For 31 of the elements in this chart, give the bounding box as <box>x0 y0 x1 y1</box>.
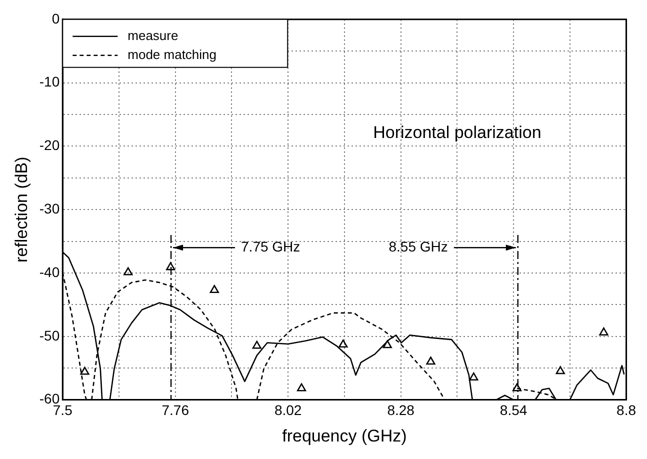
y-tick-label: -10 <box>39 74 60 90</box>
point <box>210 284 219 294</box>
point <box>469 372 478 381</box>
point <box>512 383 522 392</box>
x-tick-label: 7.76 <box>162 402 190 418</box>
y-tick-label: -40 <box>39 264 60 280</box>
y-axis-title: reflection (dB) <box>12 156 31 263</box>
point <box>338 339 348 348</box>
point <box>556 366 565 374</box>
point <box>296 383 306 392</box>
point <box>80 366 90 375</box>
ref-line-label: 7.75 GHz <box>241 238 300 254</box>
annotation: Horizontal polarization <box>373 123 542 142</box>
point <box>124 267 133 276</box>
x-tick-label: 8.28 <box>387 402 415 418</box>
point <box>252 340 262 349</box>
point <box>426 356 436 365</box>
x-tick-label: 8.02 <box>274 402 302 418</box>
y-tick-label: -50 <box>39 327 60 344</box>
y-tick-label: 0 <box>52 10 60 26</box>
point <box>599 327 608 336</box>
legend-label: measure <box>128 28 178 43</box>
y-tick-label: -30 <box>39 200 60 216</box>
y-tick-label: -20 <box>39 137 60 154</box>
point <box>166 262 176 270</box>
point <box>382 340 392 348</box>
x-axis-title: frequency (GHz) <box>282 426 407 446</box>
x-tick-label: 8.8 <box>616 402 636 418</box>
legend-label: mode matching <box>128 46 217 62</box>
ref-line-label: 8.55 GHz <box>388 238 448 254</box>
x-tick-label: 8.54 <box>500 402 528 418</box>
